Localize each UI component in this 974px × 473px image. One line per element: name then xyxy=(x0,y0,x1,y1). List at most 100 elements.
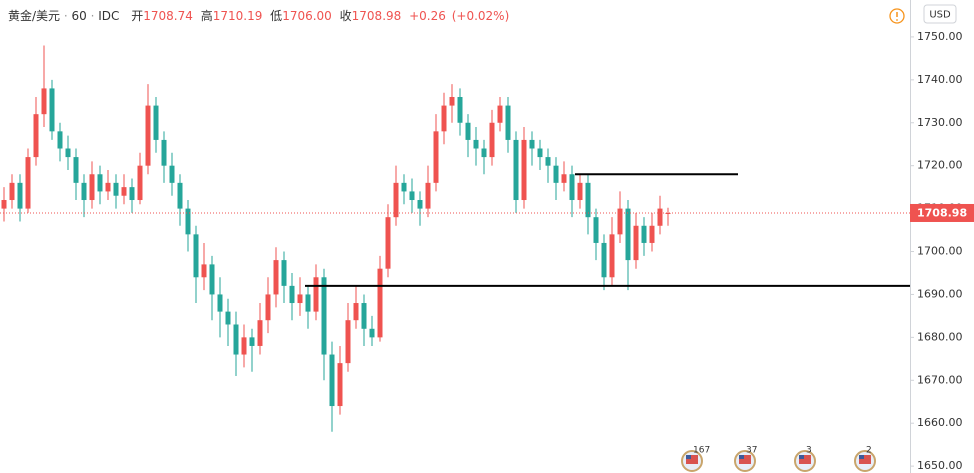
event-badge[interactable]: 37 xyxy=(734,446,757,472)
low-value: 1706.00 xyxy=(282,9,332,23)
y-tick-label: 1690.00 xyxy=(917,287,963,300)
candle-body xyxy=(601,242,607,278)
event-flag xyxy=(859,455,871,464)
candle-body xyxy=(97,174,103,192)
candle-body xyxy=(281,260,287,286)
candle-body xyxy=(57,131,63,149)
change: +0.26 xyxy=(409,9,446,23)
alert-icon[interactable] xyxy=(889,8,905,24)
candle-body xyxy=(361,303,367,329)
candle-body xyxy=(505,105,511,140)
candle-body xyxy=(393,182,399,218)
y-tick-label: 1720.00 xyxy=(917,159,963,172)
event-count: 37 xyxy=(746,446,757,456)
open-value: 1708.74 xyxy=(143,9,193,23)
candle-body xyxy=(553,165,559,183)
change-pct: (+0.02%) xyxy=(452,9,510,23)
candle-body xyxy=(129,187,135,201)
event-flag xyxy=(739,455,751,464)
candle-body xyxy=(649,225,655,243)
event-count: 2 xyxy=(866,446,872,456)
candle-body xyxy=(657,208,663,226)
candle-body xyxy=(641,225,647,243)
event-badge[interactable]: 2 xyxy=(854,446,876,472)
currency-box[interactable] xyxy=(923,4,957,24)
y-tick-label: 1670.00 xyxy=(917,373,963,386)
candle-body xyxy=(561,174,567,183)
candle-body xyxy=(121,187,127,196)
last-price-box xyxy=(910,203,974,222)
candle-body xyxy=(33,114,39,158)
event-flag xyxy=(799,455,811,464)
candle-body xyxy=(625,208,631,261)
candle-body xyxy=(1,200,7,209)
event-flag-canton xyxy=(739,455,744,459)
candle-body xyxy=(305,294,311,312)
candle-body xyxy=(529,139,535,149)
candle-body xyxy=(257,320,263,346)
candle-body xyxy=(425,182,431,209)
last-price-label: 1708.98 xyxy=(917,206,967,219)
candle-body xyxy=(593,217,599,243)
candle-body xyxy=(369,328,375,338)
candle-body xyxy=(49,88,55,132)
candle-body xyxy=(249,337,255,346)
candle-body xyxy=(489,122,495,158)
candle-body xyxy=(449,97,455,106)
plot xyxy=(0,45,910,432)
candle-body xyxy=(177,182,183,209)
candle-body xyxy=(241,337,247,355)
candle-body xyxy=(577,182,583,201)
candle-body xyxy=(169,165,175,183)
candle-body xyxy=(609,234,615,278)
candle-body xyxy=(273,260,279,295)
candle-body xyxy=(25,157,31,209)
y-tick-label: 1700.00 xyxy=(917,245,963,258)
candle-body xyxy=(617,208,623,235)
source: IDC xyxy=(98,9,119,23)
candle-body xyxy=(473,139,479,149)
candle-body xyxy=(665,212,671,215)
event-badge[interactable]: 3 xyxy=(794,446,816,472)
low-label: 低 xyxy=(270,9,282,23)
candle-body xyxy=(337,363,343,407)
event-flag-canton xyxy=(799,455,804,459)
candle-body xyxy=(201,264,207,278)
candle-body xyxy=(209,264,215,295)
candle-body xyxy=(113,182,119,196)
event-count: 167 xyxy=(693,446,710,456)
close-label: 收 xyxy=(340,9,352,23)
candle-body xyxy=(89,174,95,201)
candle-body xyxy=(289,285,295,304)
candle-body xyxy=(537,148,543,158)
event-flag-canton xyxy=(686,455,691,459)
candle-body xyxy=(321,277,327,355)
candle-body xyxy=(433,131,439,183)
y-tick-label: 1650.00 xyxy=(917,459,963,472)
candle-body xyxy=(153,105,159,140)
candle-body xyxy=(569,174,575,201)
candle-body xyxy=(377,268,383,338)
candle-body xyxy=(145,105,151,166)
candle-body xyxy=(137,165,143,201)
candle-body xyxy=(233,324,239,355)
candle-body xyxy=(385,217,391,269)
candle-body xyxy=(41,88,47,115)
event-badge[interactable]: 167 xyxy=(681,446,710,472)
header: 黄金/美元 · 60 · IDC 开1708.74 高1710.19 低1706… xyxy=(8,8,509,23)
candle-body xyxy=(9,182,15,201)
candle-body xyxy=(105,182,111,192)
y-tick-label: 1680.00 xyxy=(917,330,963,343)
candle-body xyxy=(185,208,191,235)
y-tick-label: 1660.00 xyxy=(917,416,963,429)
y-tick-label: 1750.00 xyxy=(917,30,963,43)
candle-body xyxy=(513,139,519,201)
y-tick-label: 1740.00 xyxy=(917,73,963,86)
candle-body xyxy=(497,105,503,123)
interval: 60 xyxy=(72,9,87,23)
candle-body xyxy=(313,277,319,312)
candle-body xyxy=(345,320,351,364)
candle-body xyxy=(633,225,639,261)
